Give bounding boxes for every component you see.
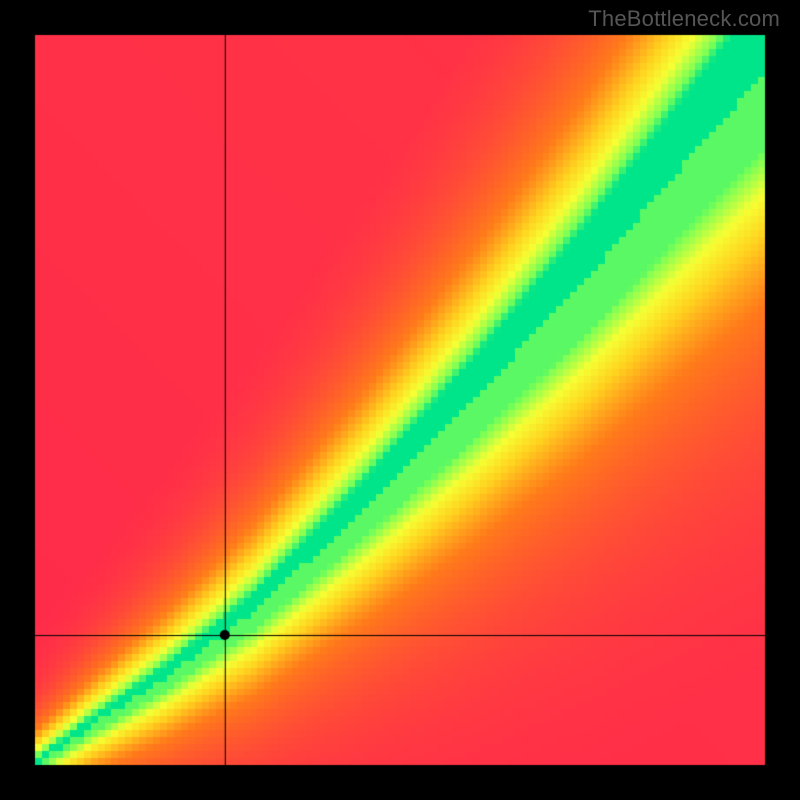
watermark-text: TheBottleneck.com <box>588 6 780 32</box>
chart-container: TheBottleneck.com <box>0 0 800 800</box>
heatmap-canvas <box>0 0 800 800</box>
